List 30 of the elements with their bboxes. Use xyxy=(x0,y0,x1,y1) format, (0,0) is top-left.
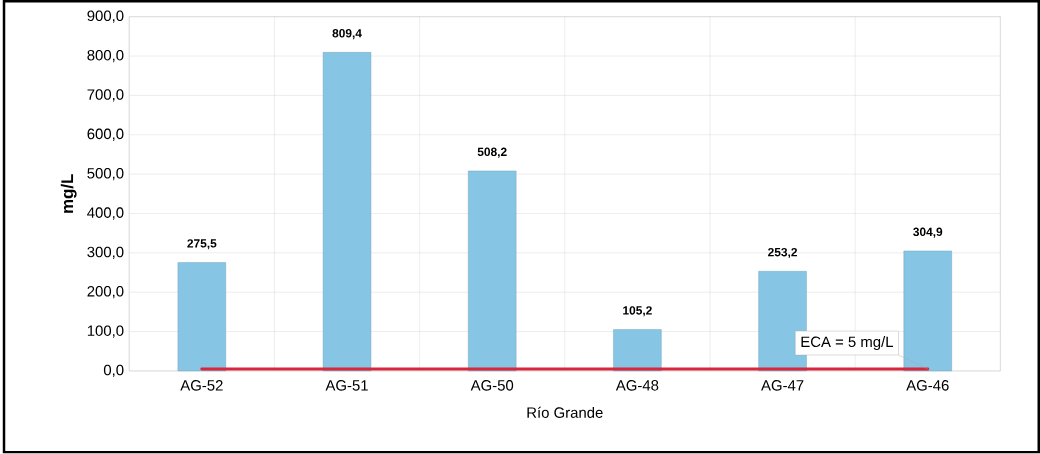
data-label: 253,2 xyxy=(768,248,798,259)
x-tick-label: AG-50 xyxy=(470,380,514,391)
y-tick-label: 300,0 xyxy=(87,246,124,260)
y-tick-label: 700,0 xyxy=(87,89,124,102)
y-tick-label: 200,0 xyxy=(87,286,124,299)
data-label: 105,2 xyxy=(623,306,652,317)
bar xyxy=(613,329,662,372)
y-tick-label: 0,0 xyxy=(103,365,124,378)
bar xyxy=(322,52,372,372)
bar xyxy=(468,170,517,372)
x-tick-label: AG-46 xyxy=(906,380,949,391)
ref-line-label: ECA = 5 mg/L xyxy=(801,336,894,351)
y-tick-label: 400,0 xyxy=(87,207,124,220)
y-tick-label: 100,0 xyxy=(87,325,124,338)
bar xyxy=(177,262,226,372)
x-tick-label: AG-48 xyxy=(615,380,659,391)
y-tick-label: 800,0 xyxy=(87,50,124,63)
data-label: 508,2 xyxy=(477,147,507,158)
data-label: 809,4 xyxy=(332,29,362,40)
x-tick-label: AG-51 xyxy=(325,380,368,391)
y-tick-label: 500,0 xyxy=(87,168,124,181)
data-label: 275,5 xyxy=(187,239,217,250)
x-axis-title: Río Grande xyxy=(527,407,603,419)
bar xyxy=(903,250,952,372)
y-tick-label: 600,0 xyxy=(87,128,124,142)
x-tick-label: AG-52 xyxy=(180,380,223,391)
y-tick-label: 900,0 xyxy=(87,10,124,24)
y-axis-title: mg/L xyxy=(60,174,77,214)
x-tick-label: AG-47 xyxy=(761,380,804,391)
data-label: 304,9 xyxy=(913,227,943,239)
